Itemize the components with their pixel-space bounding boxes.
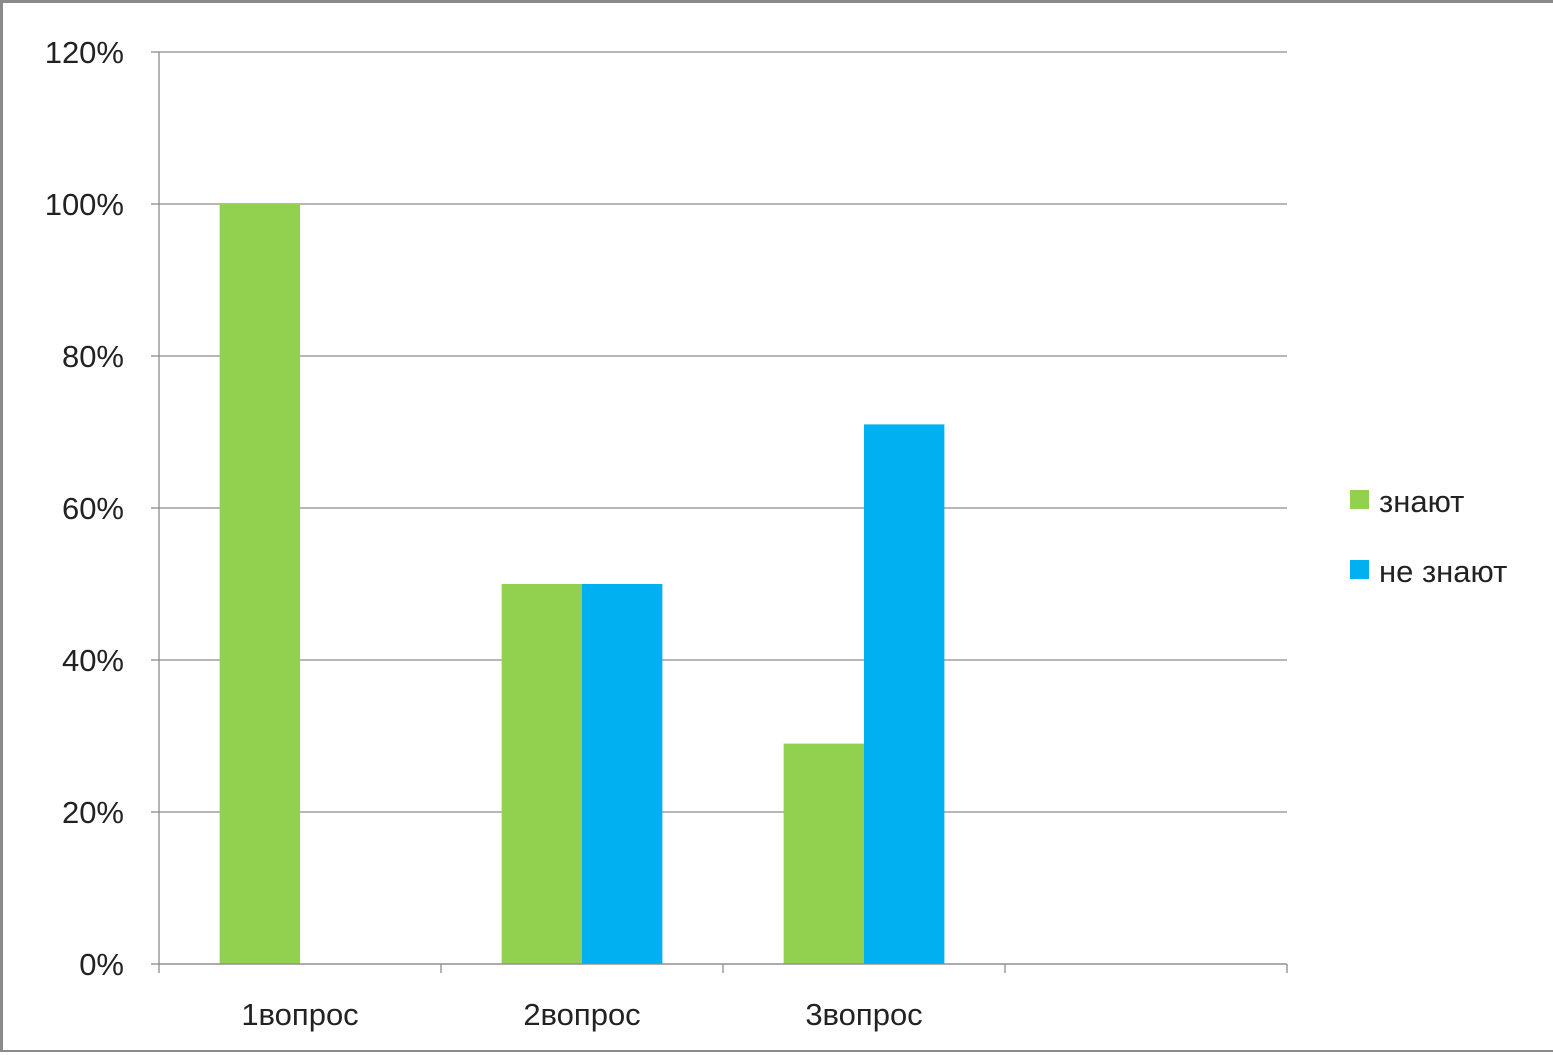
gridlines [159,51,1287,965]
bar-ne-znayut [864,424,945,964]
y-tick-label: 20% [62,795,124,830]
bar-ne-znayut [582,584,663,964]
x-tick-label: 2вопрос [523,997,640,1032]
bars [219,204,945,964]
x-tick-label: 3вопрос [805,997,922,1032]
y-tick-label: 40% [62,643,124,678]
bar-chart: 0% 20% 40% 60% 80% 100% 120% 1вопрос 2вопрос 3воп… [45,35,1508,1032]
legend-label: не знают [1379,554,1507,589]
y-tick-label: 60% [62,491,124,526]
legend-swatch [1350,560,1369,579]
y-tick-label: 0% [79,947,124,982]
bar-znayut [501,584,582,964]
legend-label: знают [1379,484,1464,519]
legend: знают не знают [1350,484,1507,589]
axes: 0% 20% 40% 60% 80% 100% 120% 1вопрос 2вопрос 3воп… [45,35,1288,1032]
y-tick-label: 100% [45,187,124,222]
y-tick-label: 120% [45,35,124,70]
y-tick-label: 80% [62,339,124,374]
bar-znayut [783,743,864,964]
bar-znayut [219,204,300,964]
legend-swatch [1350,490,1369,509]
x-tick-label: 1вопрос [241,997,358,1032]
